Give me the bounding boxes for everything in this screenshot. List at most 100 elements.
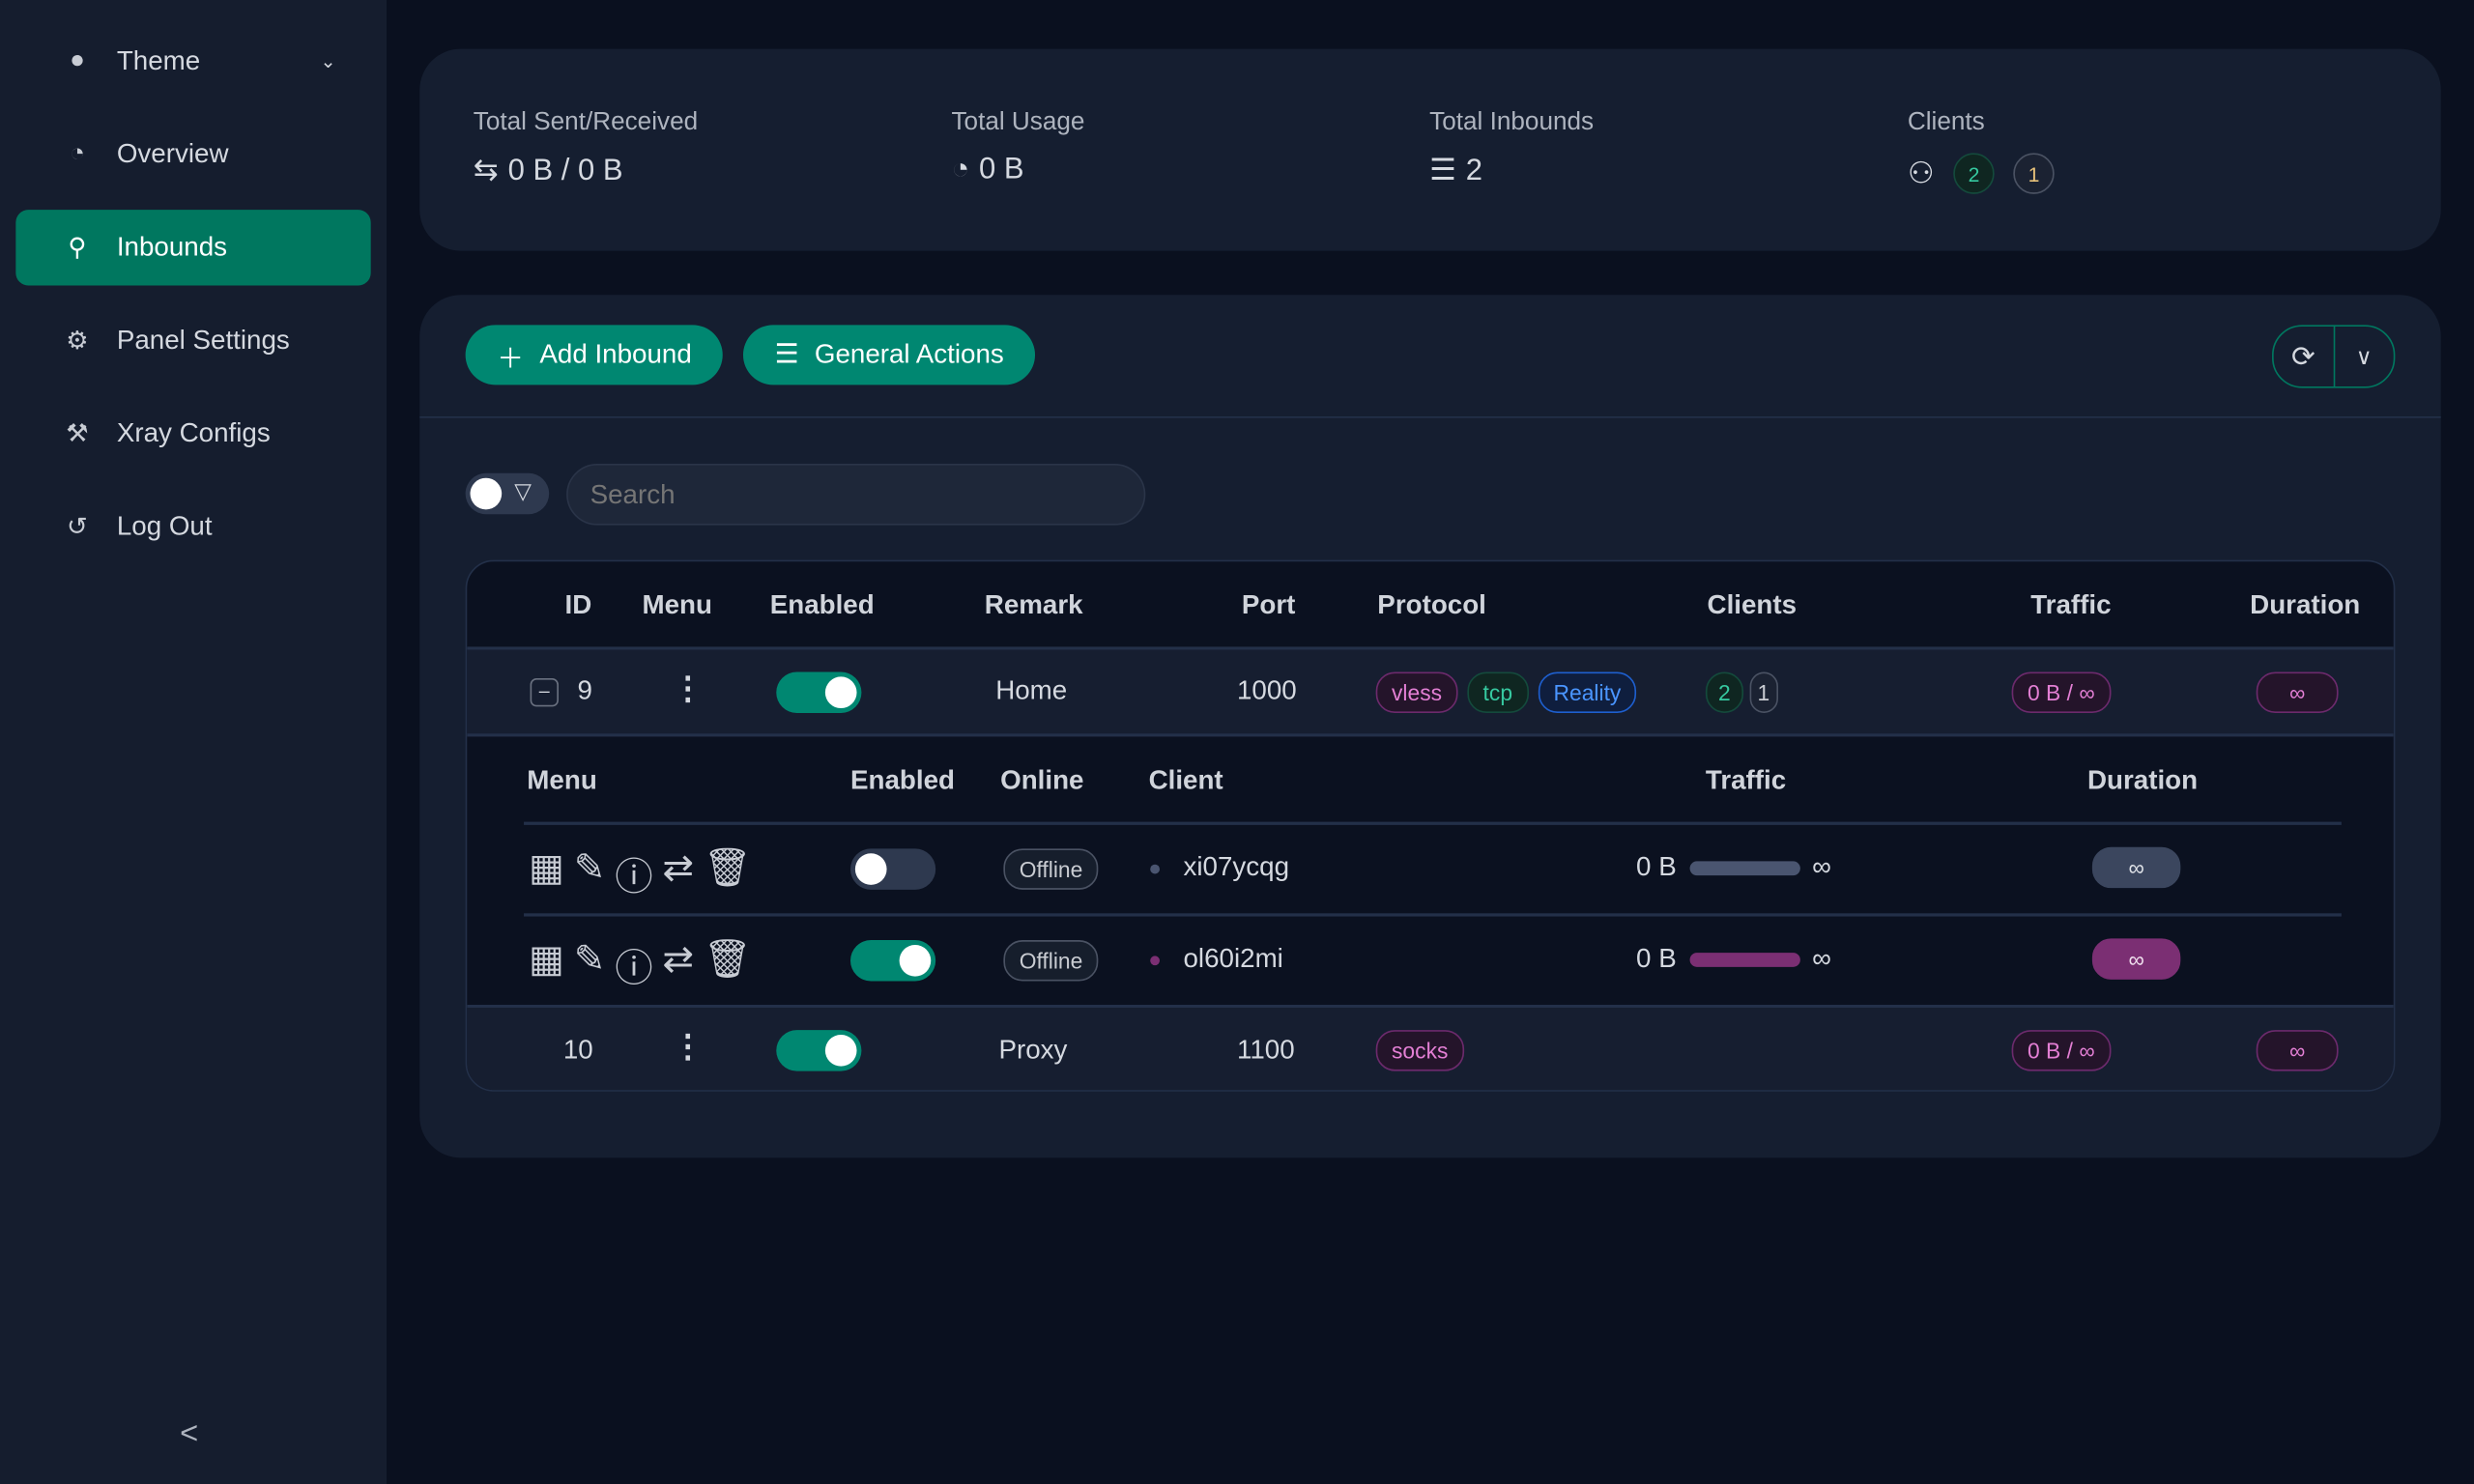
col-traffic: Traffic <box>2030 589 2112 620</box>
reset-icon[interactable]: ⇄ <box>662 938 695 982</box>
plus-icon: ＋ <box>497 343 525 374</box>
pie-chart-icon: ◔ <box>951 153 970 186</box>
col-port: Port <box>1241 589 1296 620</box>
inbounds-card: ＋Add Inbound ☰General Actions ⟳ ∨ ▽ ID M… <box>419 295 2441 1158</box>
divider <box>467 1004 2394 1009</box>
stat-value: 2 <box>1465 154 1483 187</box>
qrcode-icon[interactable]: ▦ <box>528 846 564 890</box>
col-enabled: Enabled <box>769 589 875 620</box>
gear-icon: ⚙ <box>66 328 89 356</box>
menu-icon: ☰ <box>774 339 799 370</box>
col-remark: Remark <box>984 589 1083 620</box>
refresh-group: ⟳ ∨ <box>2272 325 2396 388</box>
client-duration-tag: ∞ <box>2091 846 2181 889</box>
info-icon[interactable]: ⓘ <box>615 948 653 991</box>
divider <box>524 913 2342 917</box>
stat-value: 0 B / 0 B <box>507 154 623 187</box>
delete-icon[interactable]: 🗑 <box>704 938 752 982</box>
more-vertical-icon[interactable]: ⋮ <box>672 671 705 707</box>
edit-icon[interactable]: ✎ <box>573 846 606 890</box>
client-duration-tag: ∞ <box>2091 938 2181 980</box>
tool-icon: ⚒ <box>66 420 89 448</box>
security-tag: Reality <box>1538 671 1637 713</box>
clients-depleted-badge: 1 <box>1749 671 1778 713</box>
refresh-button[interactable]: ⟳ <box>2274 326 2335 386</box>
divider <box>419 416 2441 418</box>
list-icon: ☰ <box>1429 154 1457 188</box>
col-id: ID <box>564 589 592 620</box>
collapse-sidebar-button[interactable]: < <box>180 1416 199 1452</box>
enable-toggle[interactable] <box>776 671 862 713</box>
client-row: ▦ ✎ ⓘ ⇄ 🗑 Offline xi07ycqg 0 B ∞ ∞ <box>467 825 2393 913</box>
row-id: 9 <box>577 674 593 705</box>
subcol-duration: Duration <box>2086 764 2199 795</box>
stat-label: Total Inbounds <box>1429 108 1595 136</box>
filter-toggle[interactable]: ▽ <box>465 472 550 515</box>
online-status-badge: Offline <box>1003 940 1099 982</box>
col-menu: Menu <box>642 589 712 620</box>
reset-icon[interactable]: ⇄ <box>662 846 695 890</box>
col-clients: Clients <box>1707 589 1798 620</box>
sidebar-item-theme[interactable]: ● Theme ⌄ <box>15 23 370 99</box>
users-icon: ⚇ <box>1907 157 1935 190</box>
delete-icon[interactable]: 🗑 <box>704 846 752 890</box>
client-traffic: 0 B <box>1636 851 1677 882</box>
stat-value: 0 B <box>979 153 1024 186</box>
col-duration: Duration <box>2250 589 2361 620</box>
sidebar-item-inbounds[interactable]: ⚲ Inbounds <box>15 210 371 286</box>
inbounds-table: ID Menu Enabled Remark Port Protocol Cli… <box>465 559 2396 1092</box>
client-name: ol60i2mi <box>1183 943 1283 974</box>
subcol-traffic: Traffic <box>1705 764 1787 795</box>
status-dot <box>1150 956 1160 966</box>
qrcode-icon[interactable]: ▦ <box>528 938 564 982</box>
add-inbound-button[interactable]: ＋ Add Inbound <box>465 325 724 385</box>
protocol-tag: vless <box>1375 671 1458 713</box>
clients-active-badge: 2 <box>1953 153 1995 194</box>
divider <box>467 733 2394 737</box>
traffic-progress-bar <box>1688 860 1800 875</box>
client-enable-toggle[interactable] <box>849 848 936 890</box>
collapse-row-icon[interactable]: – <box>530 678 559 707</box>
traffic-progress-bar <box>1688 952 1800 966</box>
status-dot <box>1150 864 1160 874</box>
traffic-tag: 0 B / ∞ <box>2011 671 2111 713</box>
sidebar-item-log-out[interactable]: ↺ Log Out <box>15 489 370 564</box>
info-icon[interactable]: ⓘ <box>615 856 653 899</box>
subcol-client: Client <box>1148 764 1223 795</box>
online-status-badge: Offline <box>1003 848 1099 890</box>
general-actions-button[interactable]: ☰ General Actions <box>742 325 1036 385</box>
stat-label: Total Usage <box>951 108 1085 136</box>
swap-icon: ⇆ <box>473 154 499 188</box>
edit-icon[interactable]: ✎ <box>573 938 606 982</box>
duration-tag: ∞ <box>2256 671 2339 713</box>
stat-label: Total Sent/Received <box>473 108 699 136</box>
client-enable-toggle[interactable] <box>849 940 936 982</box>
subcol-enabled: Enabled <box>849 764 955 795</box>
more-vertical-icon[interactable]: ⋮ <box>672 1030 705 1066</box>
chevron-down-icon: ⌄ <box>320 50 336 73</box>
duration-tag: ∞ <box>2256 1030 2339 1071</box>
row-port: 1100 <box>1236 1035 1295 1066</box>
refresh-dropdown-button[interactable]: ∨ <box>2355 343 2373 369</box>
sidebar-item-overview[interactable]: ◔ Overview <box>15 117 370 192</box>
protocol-tag: socks <box>1375 1030 1464 1071</box>
divider <box>524 821 2342 825</box>
dashboard-icon: ◔ <box>70 140 85 168</box>
client-row: ▦ ✎ ⓘ ⇄ 🗑 Offline ol60i2mi 0 B ∞ ∞ <box>467 917 2393 1005</box>
sidebar-item-panel-settings[interactable]: ⚙ Panel Settings <box>15 302 370 378</box>
traffic-tag: 0 B / ∞ <box>2011 1030 2111 1071</box>
logout-icon: ↺ <box>67 514 88 541</box>
sidebar-item-xray-configs[interactable]: ⚒ Xray Configs <box>15 396 370 471</box>
enable-toggle[interactable] <box>776 1030 862 1071</box>
stats-card: Total Sent/Received ⇆ 0 B / 0 B Total Usag… <box>419 48 2441 251</box>
subcol-online: Online <box>1000 764 1084 795</box>
clients-other-badge: 1 <box>2013 153 2055 194</box>
stat-label: Clients <box>1907 108 1985 136</box>
table-row: – 9 ⋮ Home 1000 vless tcp Reality 2 1 0 … <box>467 649 2394 734</box>
filter-icon: ▽ <box>514 477 532 503</box>
clients-count-badge: 2 <box>1705 671 1743 713</box>
client-name: xi07ycqg <box>1183 851 1290 882</box>
search-input[interactable] <box>566 463 1146 526</box>
row-remark: Home <box>995 674 1068 705</box>
sidebar: ● Theme ⌄ ◔ Overview ⚲ Inbounds ⚙ Panel Setti… <box>0 0 387 1484</box>
